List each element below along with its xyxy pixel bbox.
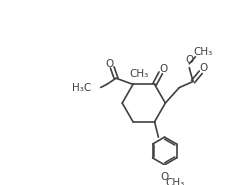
Text: O: O bbox=[160, 64, 168, 74]
Text: CH₃: CH₃ bbox=[130, 69, 149, 79]
Text: O: O bbox=[105, 59, 113, 69]
Text: O: O bbox=[200, 63, 208, 73]
Text: CH₃: CH₃ bbox=[166, 178, 185, 185]
Text: O: O bbox=[185, 55, 193, 65]
Text: O: O bbox=[161, 172, 169, 182]
Text: CH₃: CH₃ bbox=[194, 47, 213, 57]
Text: H₃C: H₃C bbox=[72, 83, 91, 93]
